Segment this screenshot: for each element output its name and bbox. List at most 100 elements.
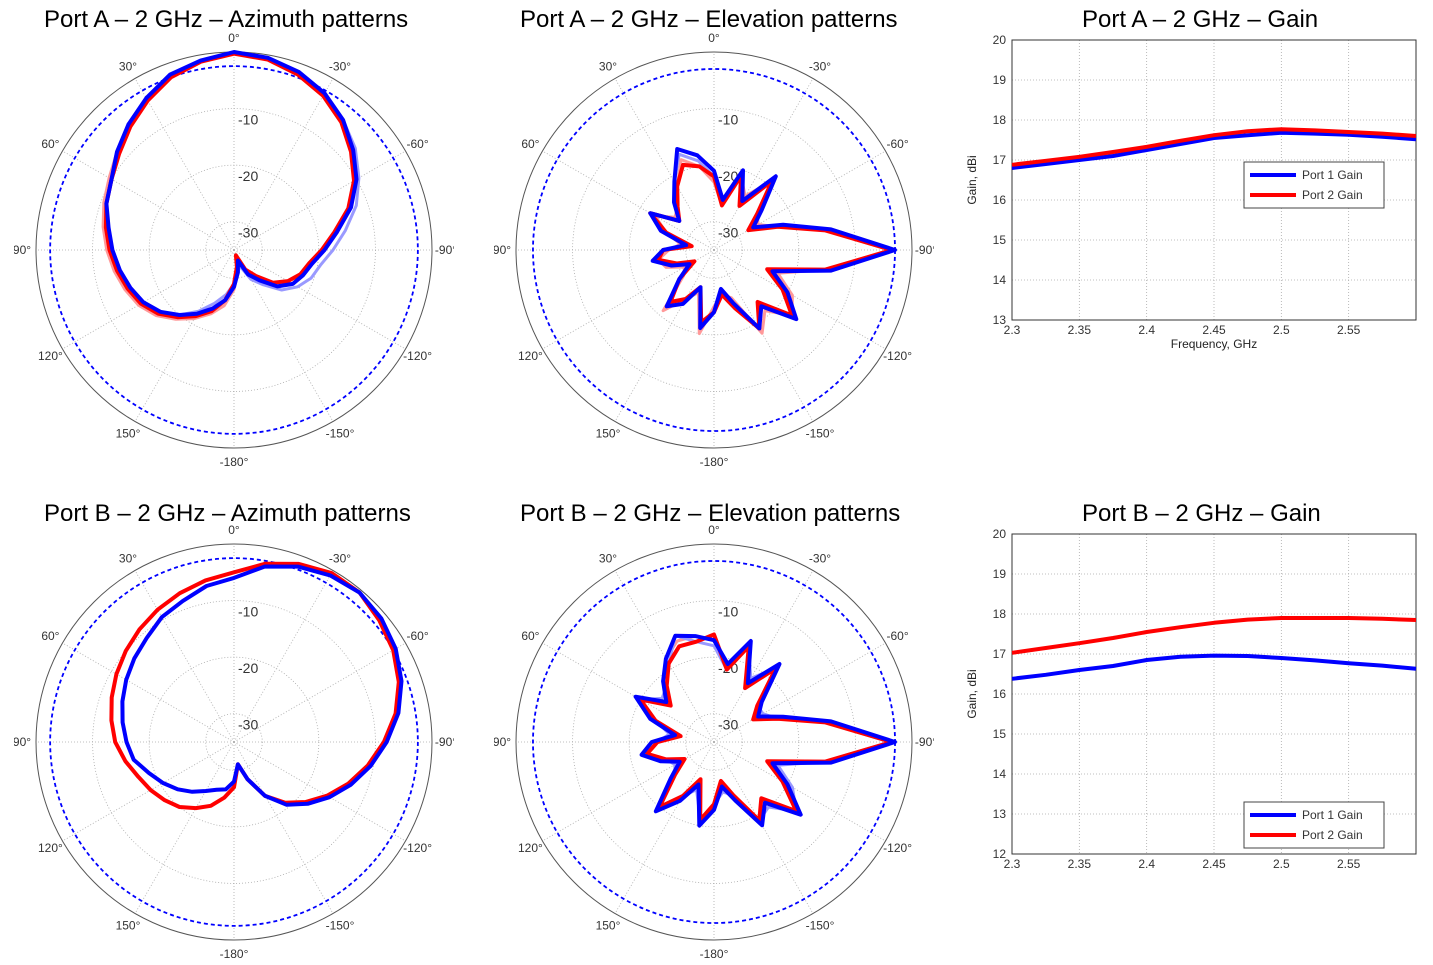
polar-spoke xyxy=(614,570,715,743)
pattern-series-line xyxy=(648,147,897,331)
polar-angle-label: -90° xyxy=(435,243,454,257)
x-tick-label: 2.45 xyxy=(1202,857,1226,869)
pattern-series-line xyxy=(633,633,897,828)
polar-angle-label: 0° xyxy=(708,31,720,45)
polar-angle-label: -180° xyxy=(700,947,729,961)
y-axis-label: Gain, dBi xyxy=(965,669,979,718)
chart-title: Port B – 2 GHz – Gain xyxy=(1082,500,1321,527)
x-tick-label: 2.3 xyxy=(1004,323,1021,337)
legend-label: Port 1 Gain xyxy=(1302,808,1363,822)
polar-radial-label: -30 xyxy=(238,225,258,241)
gain-series-line xyxy=(1011,616,1417,655)
polar-angle-label: 30° xyxy=(599,59,617,73)
polar-angle-label: -30° xyxy=(809,59,831,73)
x-tick-label: 2.35 xyxy=(1068,323,1092,337)
polar-angle-label: 90° xyxy=(494,243,511,257)
x-tick-label: 2.4 xyxy=(1138,857,1155,869)
x-tick-label: 2.45 xyxy=(1202,323,1226,337)
polar-radial-label: -20 xyxy=(718,168,738,184)
polar-spoke xyxy=(62,741,235,842)
gain-series-line xyxy=(1011,653,1417,681)
polar-angle-label: 30° xyxy=(119,551,137,565)
polar-spoke xyxy=(134,78,235,251)
y-tick-label: 12 xyxy=(993,847,1007,861)
polar-spoke xyxy=(713,249,886,350)
polar-angle-label: -30° xyxy=(329,551,351,565)
polar-angle-label: -60° xyxy=(887,137,909,151)
polar-radial-label: -30 xyxy=(238,717,258,733)
polar-spoke xyxy=(713,249,814,422)
polar-angle-label: 150° xyxy=(596,427,621,441)
y-tick-label: 19 xyxy=(993,567,1007,581)
polar-angle-label: 150° xyxy=(116,427,141,441)
polar-angle-label: -150° xyxy=(326,919,355,933)
polar-grid-circle xyxy=(205,713,263,771)
polar-angle-label: -150° xyxy=(806,427,835,441)
polar-angle-label: -120° xyxy=(403,349,432,363)
polar-spoke xyxy=(134,570,235,743)
pattern-series-line xyxy=(109,562,401,810)
polar-grid-circle xyxy=(205,221,263,279)
gain-series-line xyxy=(1011,130,1417,170)
y-tick-label: 13 xyxy=(993,807,1007,821)
reference-circle xyxy=(49,557,419,927)
x-tick-label: 2.5 xyxy=(1273,857,1290,869)
polar-spoke xyxy=(713,741,814,914)
polar-spoke xyxy=(542,642,715,743)
y-tick-label: 20 xyxy=(993,527,1007,541)
line-plot: 2.32.352.42.452.52.55121314151617181920F… xyxy=(965,527,1417,869)
pattern-series-line xyxy=(120,564,404,807)
polar-spoke xyxy=(233,741,334,914)
polar-radial-label: -20 xyxy=(238,660,258,676)
x-tick-label: 2.4 xyxy=(1138,323,1155,337)
polar-angle-label: 120° xyxy=(518,841,543,855)
polar-radial-label: -10 xyxy=(238,112,258,128)
polar-spoke xyxy=(614,249,715,422)
polar-angle-label: -180° xyxy=(220,455,249,469)
polar-angle-label: -30° xyxy=(809,551,831,565)
polar-plot: 0° -30° -60° -90° -120° -150° -180° 150° 120° 90°… xyxy=(14,523,454,961)
pattern-series-line xyxy=(104,50,359,317)
polar-angle-label: 90° xyxy=(494,735,511,749)
chart-title: Port B – 2 GHz – Elevation patterns xyxy=(520,500,901,527)
polar-angle-label: -90° xyxy=(915,735,934,749)
polar-radial-label: -20 xyxy=(238,168,258,184)
polar-radial-label: -10 xyxy=(238,604,258,620)
polar-angle-label: -120° xyxy=(883,349,912,363)
y-tick-label: 18 xyxy=(993,113,1007,127)
polar-angle-label: 120° xyxy=(518,349,543,363)
chart-title: Port B – 2 GHz – Azimuth patterns xyxy=(44,500,411,527)
polar-spoke xyxy=(233,78,334,251)
y-tick-label: 14 xyxy=(993,767,1007,781)
polar-plot: 0° -30° -60° -90° -120° -150° -180° 150° 120° 90°… xyxy=(494,523,934,961)
polar-angle-label: 60° xyxy=(521,629,539,643)
polar-angle-label: -30° xyxy=(329,59,351,73)
y-tick-label: 16 xyxy=(993,687,1007,701)
polar-angle-label: -90° xyxy=(915,243,934,257)
y-tick-label: 14 xyxy=(993,273,1007,287)
polar-angle-label: 150° xyxy=(116,919,141,933)
polar-angle-label: -90° xyxy=(435,735,454,749)
y-axis-label: Gain, dBi xyxy=(965,155,979,204)
polar-radial-label: -10 xyxy=(718,604,738,620)
polar-radial-label: -30 xyxy=(718,717,738,733)
polar-angle-label: 60° xyxy=(41,629,59,643)
polar-radial-label: -30 xyxy=(718,225,738,241)
polar-angle-label: -150° xyxy=(806,919,835,933)
plot-frame xyxy=(1011,39,1417,321)
polar-spoke xyxy=(233,150,406,251)
line-plot: 2.3 2.35 2.4 2.45 2.5 2.55 13 14 15 16 17 18 19 20 Fre… xyxy=(965,33,1417,351)
y-tick-label: 16 xyxy=(993,193,1007,207)
polar-plot: 0° -30° -60° -90° -120° -150° -180° 150° 120° 90°… xyxy=(494,31,934,469)
y-tick-label: 15 xyxy=(993,727,1007,741)
polar-angle-label: 150° xyxy=(596,919,621,933)
polar-angle-label: -60° xyxy=(407,629,429,643)
chart-title: Port A – 2 GHz – Elevation patterns xyxy=(520,6,898,33)
polar-spoke xyxy=(134,249,235,422)
polar-angle-label: -120° xyxy=(403,841,432,855)
polar-spoke xyxy=(134,741,235,914)
polar-angle-label: 0° xyxy=(228,31,240,45)
polar-outer-circle xyxy=(515,51,913,449)
polar-spoke xyxy=(713,741,886,842)
polar-angle-label: -180° xyxy=(220,947,249,961)
